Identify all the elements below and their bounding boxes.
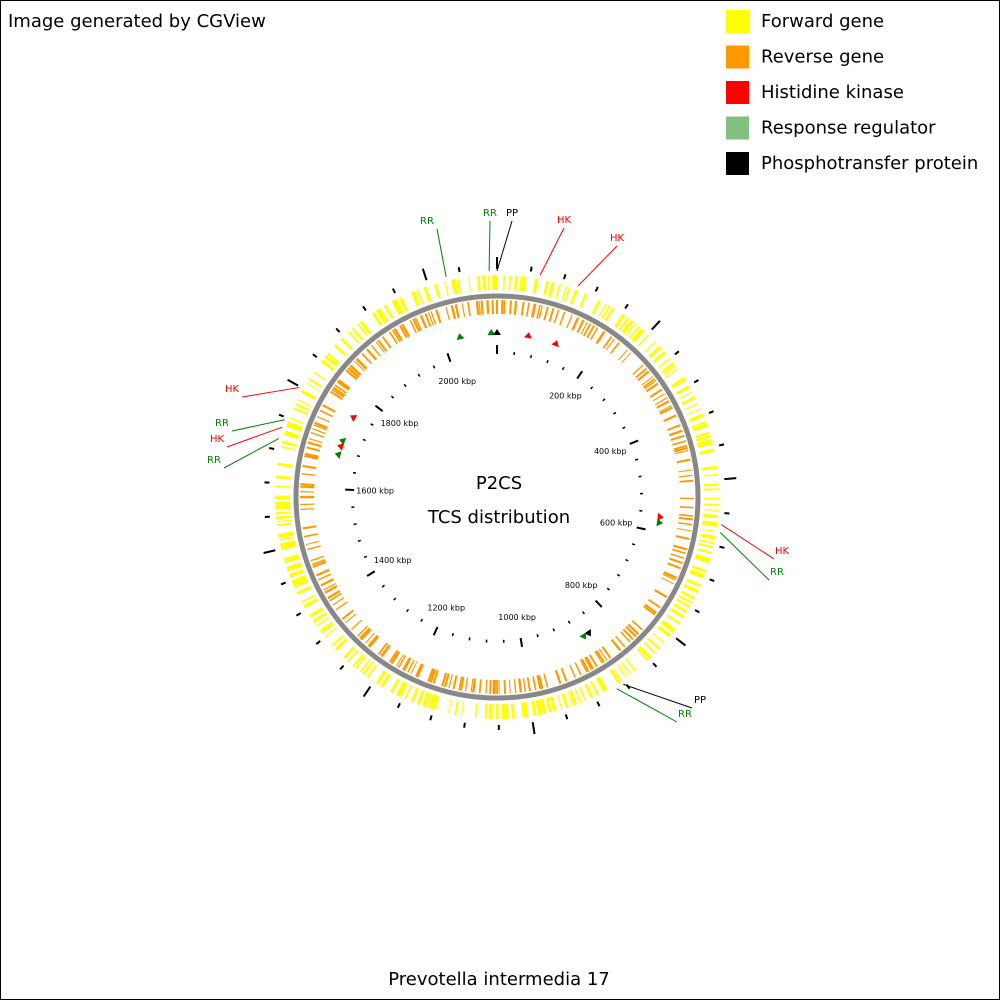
legend-swatch: [726, 46, 749, 69]
legend-swatch: [726, 152, 749, 175]
feature-label: RR: [420, 216, 434, 227]
feature-label: RR: [678, 709, 692, 720]
scale-tick: [452, 633, 453, 636]
feature-label: RR: [483, 208, 497, 219]
legend-swatch: [726, 10, 749, 33]
legend-label: Phosphotransfer protein: [761, 153, 978, 174]
forward-gene: [276, 477, 291, 478]
outer-tick: [459, 267, 460, 272]
outer-tick: [531, 267, 532, 272]
feature-label: RR: [207, 455, 221, 466]
feature-label: PP: [694, 695, 706, 706]
scale-tick: [357, 456, 360, 457]
scale-tick: [537, 634, 538, 637]
reverse-gene: [487, 300, 488, 314]
outer-tick: [720, 547, 725, 548]
reverse-gene: [505, 680, 506, 694]
scale-tick: [353, 473, 356, 474]
reverse-gene: [504, 300, 505, 314]
forward-gene: [486, 704, 487, 719]
legend-label: Response regulator: [761, 118, 936, 139]
outer-tick: [430, 715, 431, 720]
scale-label: 400 kbp: [594, 447, 627, 456]
feature-label: RR: [215, 418, 229, 429]
scale-tick: [547, 360, 548, 363]
forward-gene: [515, 276, 516, 291]
forward-gene: [275, 507, 290, 508]
feature-label: RR: [770, 567, 784, 578]
reverse-gene: [515, 301, 516, 315]
legend-swatch: [726, 81, 749, 104]
forward-gene: [507, 704, 508, 719]
outer-tick: [564, 274, 565, 279]
scale-label: 1600 kbp: [356, 487, 394, 496]
feature-label: HK: [210, 434, 225, 445]
header: Image generated by CGView: [8, 11, 266, 32]
footer: Prevotella intermedia 17: [388, 969, 609, 990]
reverse-gene: [679, 481, 693, 482]
forward-gene: [703, 515, 718, 516]
feature-label: PP: [506, 208, 518, 219]
scale-tick: [635, 459, 638, 460]
forward-gene: [484, 275, 485, 290]
scale-tick: [632, 544, 635, 545]
scale-label: 1400 kbp: [374, 556, 412, 565]
reverse-gene: [482, 301, 483, 315]
legend-label: Histidine kinase: [761, 82, 904, 103]
forward-gene: [276, 512, 291, 513]
forward-gene: [523, 277, 525, 292]
forward-gene: [702, 467, 717, 469]
feature-label: HK: [610, 233, 625, 244]
legend-label: Reverse gene: [761, 47, 884, 68]
legend-label: Forward gene: [761, 11, 884, 32]
scale-label: 200 kbp: [549, 391, 582, 400]
reverse-gene: [477, 301, 478, 315]
scale-tick: [469, 637, 470, 640]
reverse-gene: [680, 507, 694, 508]
scale-label: 2000 kbp: [438, 377, 476, 386]
feature-label: HK: [775, 546, 790, 557]
reverse-gene: [300, 487, 314, 488]
legend-swatch: [726, 117, 749, 140]
outer-tick: [719, 444, 724, 445]
forward-gene: [275, 486, 290, 487]
forward-gene: [704, 489, 719, 490]
center-title: P2CS: [476, 473, 522, 494]
outer-tick: [464, 723, 465, 728]
reverse-gene: [510, 300, 511, 314]
forward-gene: [512, 703, 513, 718]
outer-tick: [269, 448, 274, 449]
forward-gene: [488, 275, 489, 290]
forward-gene: [521, 276, 523, 291]
outer-tick: [724, 478, 736, 479]
reverse-gene: [486, 680, 487, 694]
forward-gene: [478, 276, 479, 291]
forward-gene: [704, 504, 719, 505]
scale-label: 600 kbp: [600, 518, 633, 527]
reverse-gene: [300, 484, 314, 485]
reverse-gene: [480, 679, 481, 693]
scale-label: 1800 kbp: [381, 419, 419, 428]
forward-gene: [276, 517, 291, 518]
reverse-gene: [300, 504, 314, 505]
feature-label: HK: [225, 384, 240, 395]
scale-label: 800 kbp: [565, 581, 598, 590]
scale-label: 1200 kbp: [427, 603, 465, 612]
scale-tick: [531, 355, 532, 358]
forward-gene: [704, 484, 719, 485]
scale-label: 1000 kbp: [498, 613, 536, 622]
scale-tick: [358, 540, 361, 541]
forward-gene: [509, 275, 510, 290]
scale-tick: [354, 524, 357, 525]
center-subtitle: TCS distribution: [427, 507, 570, 528]
reverse-gene: [300, 509, 314, 510]
feature-label: HK: [557, 215, 572, 226]
